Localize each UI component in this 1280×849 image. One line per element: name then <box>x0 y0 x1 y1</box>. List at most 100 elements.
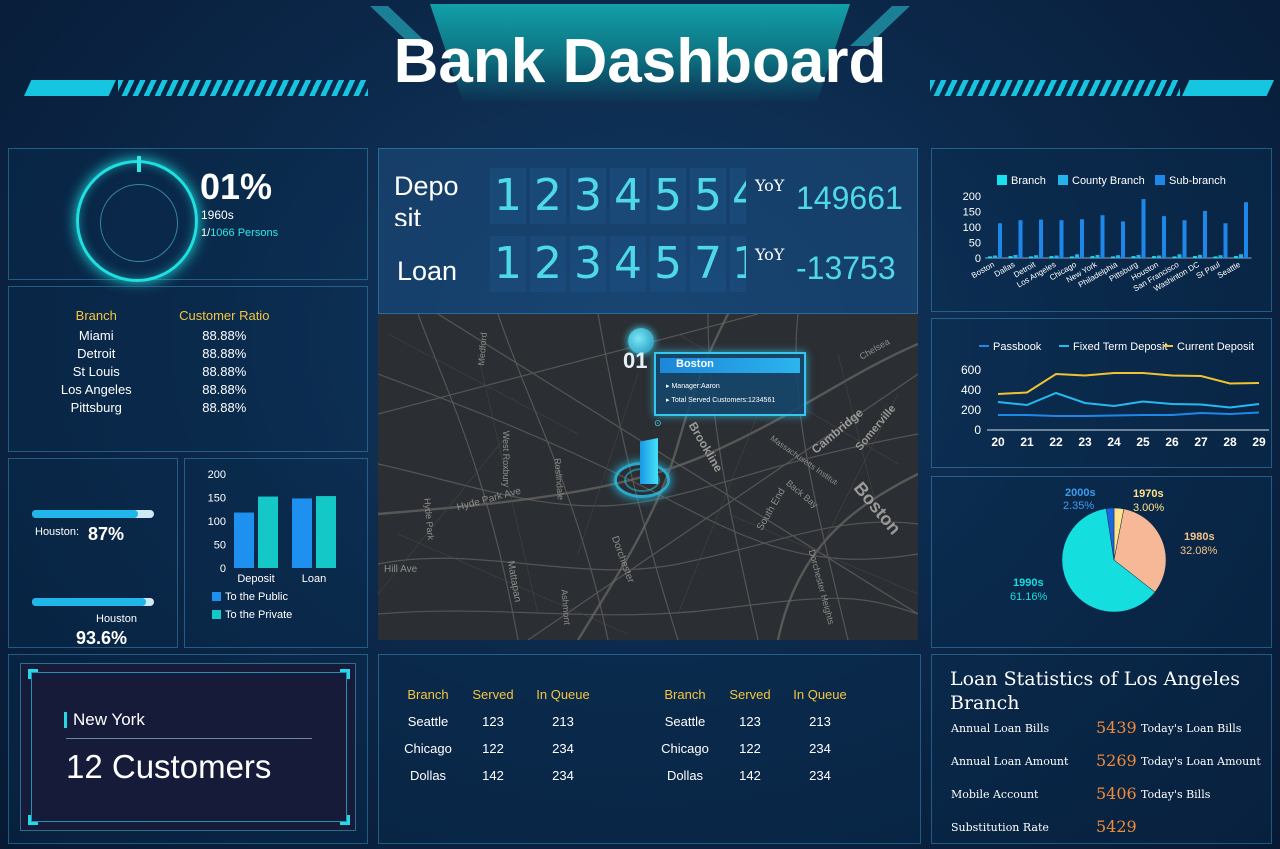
bar[interactable] <box>1054 255 1059 258</box>
bar[interactable] <box>1223 223 1228 258</box>
bar[interactable] <box>1008 256 1013 258</box>
bar[interactable] <box>1075 254 1079 258</box>
deposit-digit: 2 <box>530 168 566 224</box>
deposit-digit: 3 <box>570 168 606 224</box>
bar[interactable] <box>1141 199 1146 258</box>
bar[interactable] <box>1152 256 1156 258</box>
bar[interactable] <box>1116 255 1120 258</box>
bar[interactable] <box>1049 256 1054 258</box>
bar[interactable] <box>1234 256 1238 258</box>
header-center-glow <box>430 4 850 104</box>
deposit-yoy-clip: 149661 <box>792 180 907 232</box>
bar[interactable] <box>234 512 254 568</box>
bar[interactable] <box>1136 254 1141 258</box>
x-tick-label: 23 <box>1078 435 1092 449</box>
series-line[interactable] <box>997 391 1260 409</box>
x-tick-label: 25 <box>1136 435 1150 449</box>
y-tick-label: 400 <box>961 383 981 397</box>
map-marker-building[interactable] <box>640 438 658 484</box>
loan-stat-right: Today's Loan Bills <box>1141 722 1242 735</box>
cell-branch: Miami <box>78 327 114 343</box>
bar[interactable] <box>1100 215 1105 258</box>
y-tick-label: 200 <box>963 191 981 203</box>
bar[interactable] <box>1198 254 1202 258</box>
bar[interactable] <box>1013 254 1018 258</box>
bar[interactable] <box>1239 254 1243 258</box>
bar[interactable] <box>1213 256 1218 258</box>
deposit-line-chart: Passbook Fixed Term Deposit Current Deposi… <box>961 341 1269 449</box>
loan-stat-label: Substitution Rate <box>951 821 1049 834</box>
bar[interactable] <box>1090 256 1095 258</box>
pie-label-pct: 3.00% <box>1133 502 1164 514</box>
col-branch: Branch <box>407 687 449 702</box>
progress-panel <box>8 458 178 648</box>
y-tick-label: 50 <box>969 238 981 250</box>
bar[interactable] <box>988 256 992 258</box>
cell-branch: Los Angeles <box>60 381 132 397</box>
bar[interactable] <box>1121 221 1125 258</box>
bar[interactable] <box>1244 202 1248 258</box>
y-tick-label: 0 <box>220 563 226 575</box>
bar[interactable] <box>1177 254 1182 258</box>
bar[interactable] <box>1203 210 1207 258</box>
deposit-digit: 5 <box>690 168 726 224</box>
bar[interactable] <box>1162 216 1166 258</box>
table-row: Seattle 123 213 <box>398 708 598 735</box>
ny-customers: 12 Customers <box>66 748 272 785</box>
x-tick-label: Loan <box>302 573 326 585</box>
branch-bar-chart: Branch County Branch Sub-branch 0 50 100 150 20… <box>963 175 1252 293</box>
bar[interactable] <box>1172 256 1177 258</box>
map[interactable]: Boston Brookline Cambridge Somerville Hy… <box>378 314 918 640</box>
bar[interactable] <box>993 255 997 258</box>
bar[interactable] <box>1218 255 1223 258</box>
bar[interactable] <box>258 496 278 568</box>
deposit-label-clip: Depo sit <box>390 170 470 226</box>
pie-label-name: 1970s <box>1133 488 1164 500</box>
x-tick-label: Deposit <box>237 573 274 585</box>
y-tick-label: 100 <box>963 222 981 234</box>
pie-slice[interactable] <box>1105 507 1115 561</box>
bar[interactable] <box>292 498 312 568</box>
y-tick-label: 200 <box>208 469 226 481</box>
y-tick-label: 600 <box>961 363 981 377</box>
pie-label-pct: 61.16% <box>1010 591 1048 603</box>
bar[interactable] <box>1080 219 1084 258</box>
x-tick-label: 20 <box>991 435 1005 449</box>
bar[interactable] <box>998 223 1002 258</box>
bar[interactable] <box>1039 219 1043 258</box>
legend-label: Passbook <box>993 341 1042 353</box>
bar[interactable] <box>1034 255 1038 258</box>
bar[interactable] <box>1059 220 1064 258</box>
bar[interactable] <box>1131 256 1136 258</box>
header-left-bracket <box>370 6 430 46</box>
col-in-queue: In Queue <box>536 687 590 702</box>
map-marker-number: 01 <box>623 348 648 373</box>
header-right-stripes <box>930 80 1180 96</box>
bar[interactable] <box>1029 256 1033 258</box>
cell-ratio: 88.88% <box>202 327 247 343</box>
bar[interactable] <box>1095 254 1100 258</box>
series-line[interactable] <box>998 411 1260 417</box>
pie-slice[interactable] <box>1061 508 1156 613</box>
queue-table-right: Branch Served In Queue Seattle 123 213 Chic… <box>655 681 855 789</box>
bar[interactable] <box>1018 220 1023 258</box>
bar[interactable] <box>1111 256 1115 258</box>
bar[interactable] <box>316 496 336 568</box>
map-roads <box>378 314 918 640</box>
gauge-percent: 01% <box>200 166 273 207</box>
bar[interactable] <box>1070 256 1074 258</box>
legend-label: Current Deposit <box>1177 341 1254 353</box>
cell-ratio: 88.88% <box>202 363 247 379</box>
cell-branch: Chicago <box>404 741 452 756</box>
deposit-digit: 4 <box>610 168 646 224</box>
map-popup[interactable]: Boston ▸ Manager:Aaron ▸ Total Served Cu… <box>654 352 806 416</box>
table-row: St Louis 88.88% <box>40 362 296 380</box>
pie-slice[interactable] <box>1113 508 1167 593</box>
series-line[interactable] <box>997 372 1260 395</box>
loan-digit: 2 <box>530 236 566 292</box>
bar[interactable] <box>1157 255 1161 258</box>
bar[interactable] <box>1193 256 1197 258</box>
bar[interactable] <box>1182 220 1187 258</box>
legend-label: Branch <box>1011 175 1046 187</box>
loan-stat-value: 5439 <box>1096 718 1137 737</box>
